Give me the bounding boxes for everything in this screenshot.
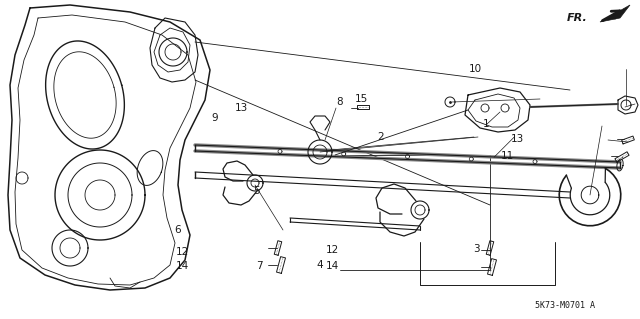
Text: 13: 13 bbox=[511, 134, 524, 144]
Text: 5K73-M0701 A: 5K73-M0701 A bbox=[535, 300, 595, 309]
Polygon shape bbox=[600, 5, 630, 22]
Text: 14: 14 bbox=[176, 261, 189, 271]
Text: 14: 14 bbox=[326, 261, 339, 271]
Text: 2: 2 bbox=[378, 132, 384, 142]
Text: 4: 4 bbox=[317, 260, 323, 270]
Text: 6: 6 bbox=[175, 225, 181, 235]
Text: 15: 15 bbox=[355, 94, 368, 104]
Text: 10: 10 bbox=[468, 63, 481, 74]
Text: FR.: FR. bbox=[567, 13, 588, 23]
Text: 8: 8 bbox=[336, 97, 342, 107]
Text: 11: 11 bbox=[501, 151, 514, 161]
Text: 13: 13 bbox=[236, 103, 248, 114]
Text: 1: 1 bbox=[483, 119, 490, 130]
Text: 12: 12 bbox=[176, 247, 189, 257]
Text: 12: 12 bbox=[326, 245, 339, 256]
Text: 7: 7 bbox=[256, 261, 262, 271]
Text: 3: 3 bbox=[474, 244, 480, 254]
Text: 5: 5 bbox=[253, 186, 259, 197]
Text: 9: 9 bbox=[211, 113, 218, 123]
